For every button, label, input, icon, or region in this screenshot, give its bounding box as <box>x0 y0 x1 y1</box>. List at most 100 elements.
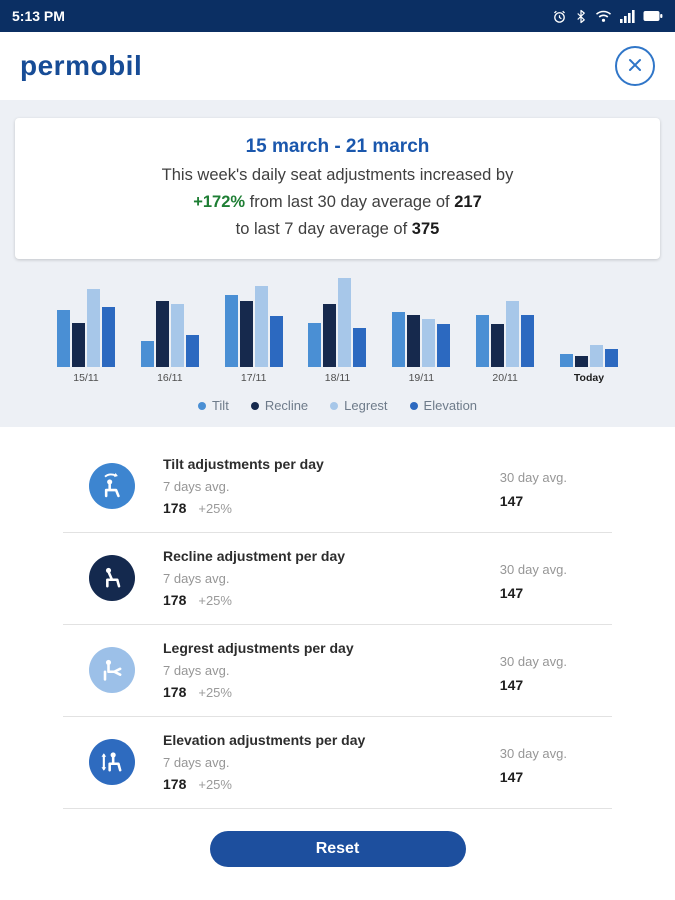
bar-group <box>476 275 535 367</box>
bar-elevation <box>353 328 367 367</box>
bar-legrest <box>506 301 520 367</box>
avg7-delta: +25% <box>198 501 232 516</box>
avg7-label: 7 days avg. <box>163 479 230 494</box>
bar-legrest <box>589 345 603 367</box>
reset-button[interactable]: Reset <box>209 831 466 867</box>
metric-body: Elevation adjustments per day 7 days avg… <box>163 732 365 792</box>
bar-group <box>224 275 283 367</box>
chart-category-label: 20/11 <box>492 372 518 384</box>
battery-icon <box>643 10 663 22</box>
metric-body: Recline adjustment per day 7 days avg. 1… <box>163 548 345 608</box>
legend-label: Legrest <box>344 398 388 413</box>
chart-category-label: 17/11 <box>240 372 267 384</box>
percent-increase: +172% <box>193 193 246 211</box>
bar-tilt <box>57 310 70 367</box>
bar-elevation <box>185 335 199 367</box>
metric-right: 30 day avg. 147 <box>500 739 567 785</box>
bar-tilt <box>224 295 238 367</box>
bar-recline <box>72 323 85 367</box>
avg30-label: 30 day avg. <box>499 562 567 577</box>
legend-label: Tilt <box>211 398 229 413</box>
legend-item-legrest: Legrest <box>330 398 388 413</box>
bar-recline <box>574 356 588 367</box>
signal-icon <box>620 9 635 23</box>
bar-group <box>140 275 199 367</box>
legend-label: Recline <box>264 398 309 413</box>
avg7-delta: +25% <box>198 685 232 700</box>
close-button[interactable] <box>615 46 655 86</box>
chart-group-17-11: 17/11 <box>224 275 283 384</box>
bar-legrest <box>170 304 184 367</box>
alarm-clock-icon <box>552 9 567 24</box>
bluetooth-icon <box>575 9 587 24</box>
avg7-label: 7 days avg. <box>163 755 230 770</box>
date-range-title: 15 march - 21 march <box>245 136 430 157</box>
app-header: permobil <box>0 32 675 100</box>
avg7-label: 7 days avg. <box>163 571 230 586</box>
metric-right: 30 day avg. 147 <box>500 463 567 509</box>
metric-body: Tilt adjustments per day 7 days avg. 178… <box>163 456 324 516</box>
bar-tilt <box>476 315 490 367</box>
avg7-label: 7 days avg. <box>163 663 230 678</box>
bar-recline <box>323 304 337 367</box>
tilt-icon <box>89 463 135 509</box>
avg7-value: 178 <box>163 684 187 700</box>
legend-label: Elevation <box>423 398 478 413</box>
metrics-list: Tilt adjustments per day 7 days avg. 178… <box>63 427 612 809</box>
bar-group <box>57 275 115 367</box>
legend-item-elevation: Elevation <box>409 398 478 413</box>
avg7-values: 178 +25% <box>163 684 354 700</box>
bar-recline <box>155 301 169 367</box>
avg-7-value: 375 <box>411 220 440 238</box>
summary-line-3: to last 7 day average of 375 <box>35 220 640 239</box>
bar-legrest <box>254 286 268 367</box>
bar-legrest <box>87 289 100 367</box>
metric-item-tilt: Tilt adjustments per day 7 days avg. 178… <box>63 441 612 533</box>
bar-group <box>392 275 451 367</box>
legend-dot <box>409 401 418 410</box>
avg7-value: 178 <box>163 592 187 608</box>
metric-title: Tilt adjustments per day <box>163 456 324 472</box>
chart-category-label: 18/11 <box>324 372 351 384</box>
recline-icon <box>89 555 135 601</box>
bar-tilt <box>140 341 154 367</box>
seat-adjustments-bar-chart: 15/11 16/11 17/11 18/11 19/11 20/11 Today <box>57 275 618 384</box>
metric-title: Legrest adjustments per day <box>163 640 354 656</box>
legend-item-tilt: Tilt <box>197 398 229 413</box>
avg7-values: 178 +25% <box>163 776 365 792</box>
chart-category-label: 15/11 <box>73 372 99 384</box>
avg7-value: 178 <box>163 776 187 792</box>
bar-elevation <box>102 307 115 367</box>
bar-legrest <box>422 319 436 367</box>
metric-item-elevation: Elevation adjustments per day 7 days avg… <box>63 717 612 809</box>
bar-elevation <box>604 349 618 367</box>
bar-recline <box>491 324 505 367</box>
chart-group-19-11: 19/11 <box>392 275 451 384</box>
chart-group-15-11: 15/11 <box>57 275 115 384</box>
status-time: 5:13 PM <box>12 8 65 24</box>
bar-elevation <box>437 324 451 367</box>
bar-elevation <box>269 316 283 367</box>
summary-line-1: This week's daily seat adjustments incre… <box>161 166 514 184</box>
footer: Reset <box>0 809 675 897</box>
avg30-value: 147 <box>499 493 524 509</box>
chart-group-16-11: 16/11 <box>140 275 199 384</box>
avg7-delta: +25% <box>198 777 232 792</box>
bar-recline <box>407 315 421 367</box>
bar-group <box>559 275 618 367</box>
avg30-value: 147 <box>499 677 524 693</box>
status-bar: 5:13 PM <box>0 0 675 32</box>
avg7-delta: +25% <box>198 593 232 608</box>
bar-tilt <box>559 354 573 367</box>
close-icon <box>627 57 643 76</box>
avg-30-text: from last 30 day average of <box>249 193 450 211</box>
bar-tilt <box>392 312 406 367</box>
metric-item-legrest: Legrest adjustments per day 7 days avg. … <box>63 625 612 717</box>
chart-group-today: Today <box>559 275 618 384</box>
avg30-value: 147 <box>499 585 524 601</box>
legrest-icon <box>89 647 135 693</box>
avg30-label: 30 day avg. <box>499 470 567 485</box>
chart-group-20-11: 20/11 <box>476 275 535 384</box>
bar-legrest <box>338 278 352 367</box>
avg-7-text: to last 7 day average of <box>235 220 408 238</box>
